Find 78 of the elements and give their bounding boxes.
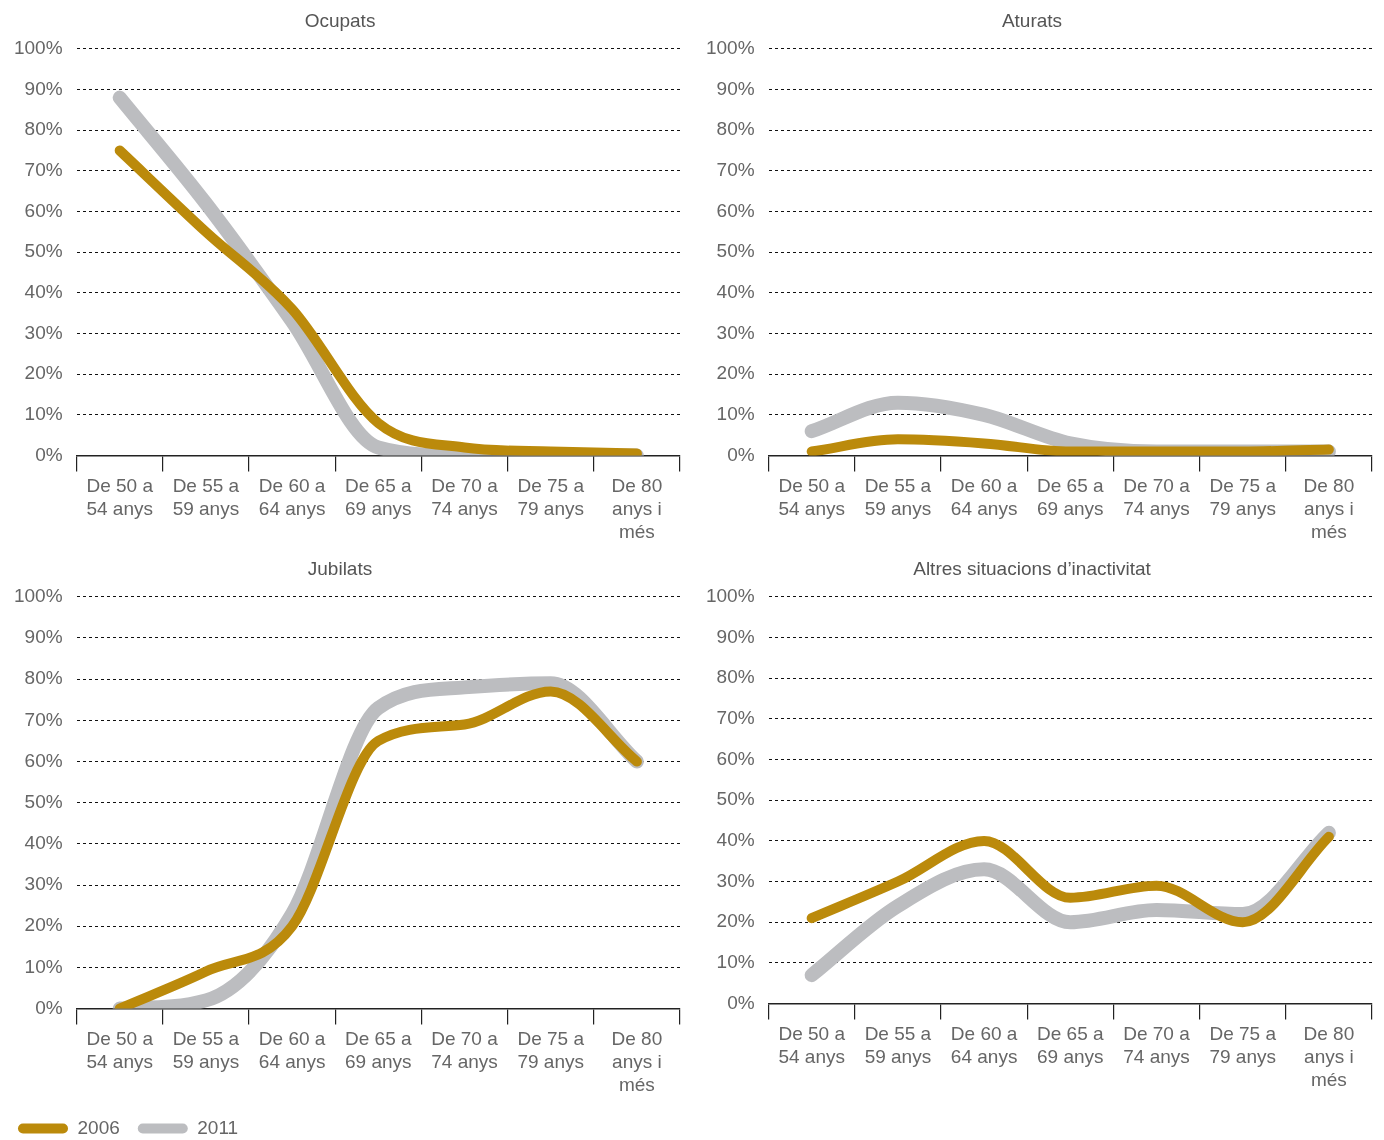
y-tick-label: 100% xyxy=(13,585,63,607)
y-tick-label: 70% xyxy=(716,159,755,181)
chart-title: Jubilats xyxy=(307,557,373,579)
y-tick-label: 100% xyxy=(13,37,63,59)
x-tick-label: De 75 a 79 anys xyxy=(1209,1023,1277,1068)
y-tick-label: 50% xyxy=(24,240,63,262)
x-tick-label: De 65 a 69 anys xyxy=(1037,1023,1104,1068)
y-tick-label: 60% xyxy=(24,749,63,771)
y-tick-label: 80% xyxy=(24,118,63,140)
x-tick-label: De 80 anys i més xyxy=(611,475,663,542)
y-tick-label: 10% xyxy=(24,955,63,977)
x-tick-label: De 50 a 54 anys xyxy=(86,475,154,520)
y-tick-label: 0% xyxy=(35,443,63,465)
y-tick-label: 40% xyxy=(24,832,63,854)
x-tick-label: De 65 a 69 anys xyxy=(1037,475,1104,520)
x-tick-label: De 70 a 74 anys xyxy=(431,1028,499,1073)
y-tick-label: 90% xyxy=(716,625,755,647)
x-tick-label: De 70 a 74 anys xyxy=(1123,475,1191,520)
y-tick-label: 100% xyxy=(705,585,755,607)
x-tick-label: De 75 a 79 anys xyxy=(517,475,585,520)
x-tick-label: De 75 a 79 anys xyxy=(1209,475,1277,520)
y-tick-label: 50% xyxy=(24,790,63,812)
x-tick-label: De 65 a 69 anys xyxy=(345,1028,412,1073)
x-tick-label: De 80 anys i més xyxy=(1303,1023,1355,1090)
y-tick-label: 0% xyxy=(35,996,63,1018)
y-tick-label: 40% xyxy=(24,281,63,303)
x-tick-label: De 65 a 69 anys xyxy=(345,475,412,520)
y-tick-label: 60% xyxy=(716,747,755,769)
chart-title: Altres situacions d’inactivitat xyxy=(913,557,1152,579)
x-tick-label: De 75 a 79 anys xyxy=(517,1028,585,1073)
y-tick-label: 20% xyxy=(24,914,63,936)
x-tick-label: De 80 anys i més xyxy=(611,1028,663,1095)
y-tick-label: 70% xyxy=(24,159,63,181)
x-tick-label: De 55 a 59 anys xyxy=(172,475,240,520)
chart-title: Aturats xyxy=(1001,9,1063,31)
x-tick-label: De 55 a 59 anys xyxy=(864,475,932,520)
y-tick-label: 0% xyxy=(727,443,755,465)
y-tick-label: 40% xyxy=(716,281,755,303)
x-tick-label: De 60 a 64 anys xyxy=(950,475,1018,520)
x-tick-label: De 55 a 59 anys xyxy=(864,1023,932,1068)
x-tick-label: De 80 anys i més xyxy=(1303,475,1355,542)
x-tick-label: De 60 a 64 anys xyxy=(950,1023,1018,1068)
x-tick-label: De 60 a 64 anys xyxy=(258,1028,326,1073)
y-tick-label: 30% xyxy=(716,321,755,343)
y-tick-label: 80% xyxy=(716,118,755,140)
legend-label: 2006 xyxy=(77,1116,120,1138)
y-tick-label: 40% xyxy=(716,829,755,851)
chart-title: Ocupats xyxy=(304,9,376,31)
y-tick-label: 20% xyxy=(716,910,755,932)
y-tick-label: 20% xyxy=(24,362,63,384)
y-tick-label: 30% xyxy=(24,321,63,343)
y-tick-label: 10% xyxy=(716,403,755,425)
x-tick-label: De 70 a 74 anys xyxy=(431,475,499,520)
y-tick-label: 10% xyxy=(24,403,63,425)
y-tick-label: 70% xyxy=(24,708,63,730)
y-tick-label: 10% xyxy=(716,951,755,973)
y-tick-label: 30% xyxy=(24,873,63,895)
x-tick-label: De 55 a 59 anys xyxy=(172,1028,240,1073)
x-tick-label: De 70 a 74 anys xyxy=(1123,1023,1191,1068)
x-tick-label: De 60 a 64 anys xyxy=(258,475,326,520)
y-tick-label: 20% xyxy=(716,362,755,384)
y-tick-label: 80% xyxy=(24,667,63,689)
y-tick-label: 60% xyxy=(716,199,755,221)
y-tick-label: 80% xyxy=(716,666,755,688)
x-tick-label: De 50 a 54 anys xyxy=(778,1023,846,1068)
y-tick-label: 60% xyxy=(24,199,63,221)
y-tick-label: 50% xyxy=(716,240,755,262)
x-tick-label: De 50 a 54 anys xyxy=(86,1028,154,1073)
y-tick-label: 30% xyxy=(716,869,755,891)
y-tick-label: 90% xyxy=(24,626,63,648)
legend-label: 2011 xyxy=(197,1116,239,1138)
y-tick-label: 100% xyxy=(705,37,755,59)
x-tick-label: De 50 a 54 anys xyxy=(778,475,846,520)
y-tick-label: 90% xyxy=(716,77,755,99)
y-tick-label: 70% xyxy=(716,707,755,729)
y-tick-label: 90% xyxy=(24,77,63,99)
y-tick-label: 50% xyxy=(716,788,755,810)
y-tick-label: 0% xyxy=(727,991,755,1013)
